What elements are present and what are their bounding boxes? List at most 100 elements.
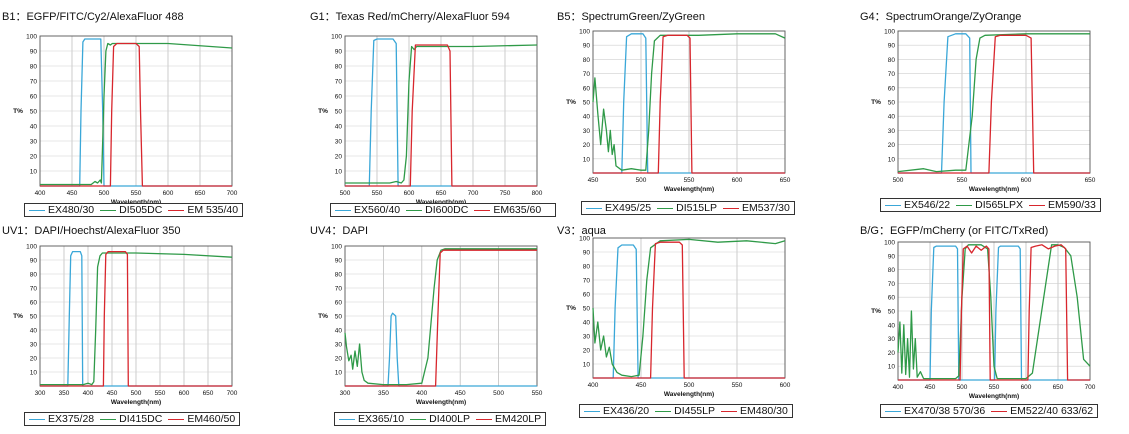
- x-tick-label: 350: [59, 390, 70, 397]
- series-line-em: [40, 42, 232, 187]
- y-tick-label: 30: [888, 336, 896, 343]
- legend-label: EM480/30: [740, 405, 788, 417]
- x-tick-label: 550: [131, 190, 142, 197]
- chart-title: UV1：DAPI/Hoechst/AlexaFluor 350: [2, 225, 181, 237]
- y-tick-label: 100: [884, 240, 895, 247]
- y-axis-label: T%: [871, 99, 881, 106]
- y-tick-label: 20: [335, 356, 343, 363]
- x-tick-label: 300: [340, 390, 351, 397]
- legend-swatch: [29, 418, 45, 420]
- y-axis-label: T%: [566, 305, 576, 312]
- x-tick-label: 500: [99, 190, 110, 197]
- x-tick-label: 600: [1021, 177, 1032, 184]
- y-tick-label: 20: [30, 356, 38, 363]
- chart-title: B/G：EGFP/mCherry (or FITC/TxRed): [860, 225, 1049, 237]
- y-tick-label: 20: [888, 142, 896, 149]
- x-tick-label: 450: [588, 177, 599, 184]
- legend-label: EM635/60: [493, 204, 542, 216]
- y-tick-label: 20: [30, 154, 38, 161]
- series-line-em: [898, 244, 1090, 381]
- x-axis-label: Wavelength(nm): [969, 393, 1019, 400]
- legend-item: EX365/10: [339, 413, 404, 425]
- y-tick-label: 100: [331, 34, 342, 41]
- chart-title: B1：EGFP/FITC/Cy2/AlexaFluor 488: [2, 11, 184, 23]
- legend-swatch: [410, 418, 427, 420]
- legend-swatch: [885, 410, 901, 412]
- y-tick-label: 50: [583, 306, 591, 313]
- legend-item: DI565LPX: [956, 199, 1023, 211]
- y-tick-label: 80: [335, 64, 343, 71]
- legend-swatch: [1029, 204, 1045, 206]
- x-tick-label: 600: [1021, 384, 1032, 391]
- series-line-ex: [40, 250, 232, 387]
- x-tick-label: 600: [404, 190, 415, 197]
- x-tick-label: 450: [455, 390, 466, 397]
- y-tick-label: 60: [888, 85, 896, 92]
- x-tick-label: 500: [893, 177, 904, 184]
- x-tick-label: 550: [684, 177, 695, 184]
- x-axis-label: Wavelength(nm): [416, 399, 466, 406]
- chart-panel-b1: B1：EGFP/FITC/Cy2/AlexaFluor 488 10 20 30 40…: [2, 8, 252, 218]
- legend-label: DI415DC: [119, 413, 163, 425]
- legend-label: EX365/10: [358, 413, 405, 425]
- series-line-di: [897, 33, 1090, 173]
- y-tick-label: 40: [583, 320, 591, 327]
- legend-label: DI400LP: [429, 413, 470, 425]
- y-tick-label: 10: [583, 156, 591, 163]
- y-tick-label: 10: [335, 370, 343, 377]
- y-tick-label: 100: [579, 236, 590, 243]
- legend-swatch: [657, 207, 674, 209]
- y-tick-label: 20: [583, 142, 591, 149]
- y-tick-label: 80: [888, 267, 896, 274]
- y-tick-label: 90: [30, 49, 38, 56]
- y-axis-label: T%: [318, 313, 328, 320]
- x-tick-label: 600: [163, 190, 174, 197]
- y-tick-label: 70: [888, 281, 896, 288]
- y-tick-label: 100: [26, 34, 37, 41]
- chart-panel-uv1: UV1：DAPI/Hoechst/AlexaFluor 350 10 20 30 40…: [2, 222, 252, 432]
- legend-label: EX560/40: [354, 204, 401, 216]
- y-tick-label: 100: [579, 29, 590, 36]
- y-tick-label: 90: [30, 258, 38, 265]
- y-tick-label: 80: [888, 57, 896, 64]
- chart-title: G1：Texas Red/mCherry/AlexaFluor 594: [310, 11, 510, 23]
- y-tick-label: 80: [335, 272, 343, 279]
- y-tick-label: 60: [583, 292, 591, 299]
- legend-swatch: [586, 207, 602, 209]
- legend-label: EX480/30: [48, 204, 95, 216]
- legend-item: EX480/30: [29, 204, 94, 216]
- y-axis-label: T%: [13, 313, 23, 320]
- x-tick-label: 350: [378, 390, 389, 397]
- y-tick-label: 50: [888, 309, 896, 316]
- y-tick-label: 50: [335, 109, 343, 116]
- series-line-ex: [345, 312, 537, 387]
- chart-legend: EX495/25 DI515LP EM537/30: [581, 201, 795, 215]
- x-tick-label: 500: [131, 390, 142, 397]
- chart-plot: 10 20 30 40 50 60 70 80 90 100 500 550 600 650 Wavelen…: [871, 29, 1096, 194]
- legend-label: EX375/28: [48, 413, 95, 425]
- legend-swatch: [29, 209, 45, 211]
- x-tick-label: 750: [500, 190, 511, 197]
- y-tick-label: 40: [888, 322, 896, 329]
- legend-item: EM522/40 633/62: [991, 405, 1093, 417]
- chart-title: G4：SpectrumOrange/ZyOrange: [860, 11, 1022, 23]
- y-tick-label: 30: [335, 139, 343, 146]
- chart-plot: 10 20 30 40 50 60 70 80 90 100 400 450 500 550 600 Wave…: [566, 236, 791, 399]
- y-tick-label: 50: [30, 109, 38, 116]
- y-tick-label: 70: [583, 71, 591, 78]
- series-line-ex: [345, 38, 537, 187]
- y-tick-label: 50: [30, 314, 38, 321]
- y-tick-label: 40: [888, 114, 896, 121]
- y-tick-label: 10: [583, 362, 591, 369]
- y-tick-label: 30: [335, 342, 343, 349]
- x-tick-label: 500: [636, 177, 647, 184]
- x-tick-label: 400: [893, 384, 904, 391]
- legend-item: EM590/33: [1029, 199, 1096, 211]
- x-tick-label: 700: [227, 190, 238, 197]
- legend-swatch: [655, 410, 672, 412]
- legend-swatch: [406, 209, 423, 211]
- chart-legend: EX365/10 DI400LP EM420LP: [334, 412, 547, 426]
- legend-item: DI415DC: [100, 413, 162, 425]
- x-tick-label: 400: [35, 190, 46, 197]
- x-axis-label: Wavelength(nm): [416, 199, 466, 206]
